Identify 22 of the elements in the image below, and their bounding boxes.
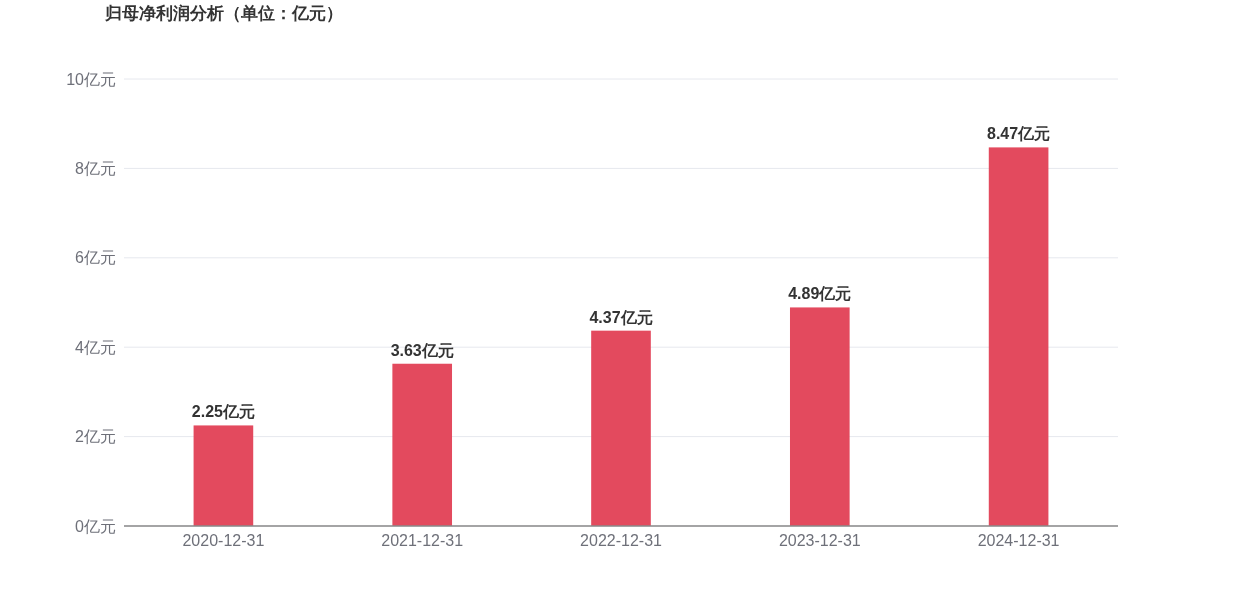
y-tick-label: 6亿元 xyxy=(75,249,116,267)
data-label: 3.63亿元 xyxy=(390,341,454,359)
data-label: 8.47亿元 xyxy=(987,125,1051,143)
bar xyxy=(193,425,254,526)
bar xyxy=(789,307,850,526)
y-tick-label: 0亿元 xyxy=(75,517,116,535)
y-tick-label: 4亿元 xyxy=(75,338,116,356)
chart-title: 归母净利润分析（单位：亿元） xyxy=(104,4,343,23)
y-tick-label: 10亿元 xyxy=(66,70,116,88)
x-tick-label: 2021-12-31 xyxy=(381,532,464,549)
x-tick-label: 2022-12-31 xyxy=(580,532,663,549)
y-tick-label: 8亿元 xyxy=(75,160,116,177)
x-tick-label: 2023-12-31 xyxy=(778,532,861,549)
y-tick-label: 2亿元 xyxy=(75,428,116,446)
bar xyxy=(591,330,651,526)
x-tick-label: 2024-12-31 xyxy=(977,532,1060,549)
data-label: 4.37亿元 xyxy=(589,308,653,326)
data-label: 2.25亿元 xyxy=(191,403,255,421)
x-tick-label: 2020-12-31 xyxy=(182,532,265,549)
bar xyxy=(988,147,1049,526)
bar xyxy=(392,363,453,526)
data-label: 4.89亿元 xyxy=(788,285,852,303)
